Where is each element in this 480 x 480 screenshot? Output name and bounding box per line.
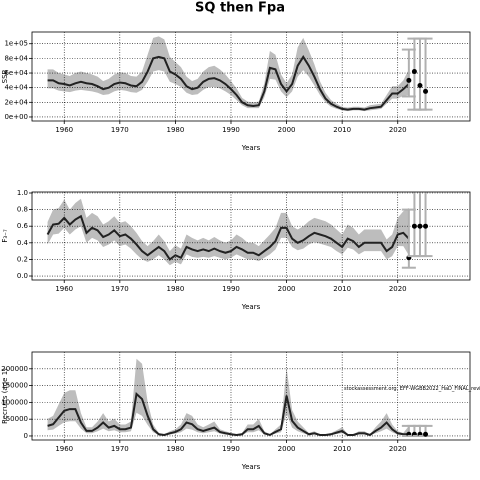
x-tick-label: 2010 [333, 285, 351, 293]
x-tick-label: 1980 [166, 126, 184, 134]
forecast-point [423, 431, 429, 437]
plot-area [32, 192, 470, 280]
y-tick-label: 0.2 [17, 255, 28, 263]
y-axis-label: F₃₋₇ [1, 229, 9, 243]
y-tick-label: 50000 [6, 415, 28, 423]
x-tick-label: 2010 [333, 126, 351, 134]
x-tick-label: 1970 [111, 285, 129, 293]
y-tick-label: 6e+04 [4, 69, 28, 77]
forecast-point [417, 82, 423, 88]
y-tick-label: 150000 [1, 382, 28, 390]
y-tick-label: 1.0 [17, 189, 28, 197]
plot-frame [31, 31, 471, 122]
y-tick-label: 100000 [1, 398, 28, 406]
confidence-band [47, 36, 409, 112]
y-tick-label: 8e+04 [4, 54, 28, 62]
plot-area [32, 352, 470, 440]
annotation: stockassessment.org, EFF-WGBB2022_HaD_FI… [344, 386, 480, 392]
x-tick-label: 1980 [166, 285, 184, 293]
y-axis-label: SSB [1, 69, 9, 83]
confidence-band [47, 358, 409, 436]
forecast-point [423, 223, 429, 229]
estimate-line [47, 392, 409, 437]
x-tick-label: 1960 [55, 126, 73, 134]
x-tick-label: 1970 [111, 445, 129, 453]
y-tick-label: 1e+05 [4, 40, 28, 48]
x-tick-label: 1990 [222, 126, 240, 134]
x-axis-label: Years [241, 463, 261, 471]
y-tick-label: 0e+00 [4, 113, 28, 121]
confidence-band [47, 198, 409, 266]
x-tick-label: 1960 [55, 285, 73, 293]
y-tick-label: 0 [24, 432, 28, 440]
y-tick-label: 0.4 [17, 239, 29, 247]
forecast-point [423, 88, 429, 94]
plot-frame [31, 351, 471, 441]
x-tick-label: 2020 [389, 445, 407, 453]
estimate-line [47, 55, 410, 111]
x-tick-label: 2000 [278, 445, 296, 453]
x-tick-label: 1990 [222, 445, 240, 453]
forecast-point [417, 223, 423, 229]
x-tick-label: 1960 [55, 445, 73, 453]
y-tick-label: 0.6 [17, 222, 29, 230]
x-tick-label: 2010 [333, 445, 351, 453]
plot-area [32, 32, 470, 121]
x-tick-label: 2000 [278, 126, 296, 134]
y-axis-label: Recruits (age 1) [1, 368, 9, 424]
plot-frame [31, 191, 471, 281]
estimate-line [46, 214, 410, 261]
x-tick-label: 1980 [166, 445, 184, 453]
y-tick-label: 2e+04 [4, 98, 28, 106]
x-tick-label: 2020 [389, 126, 407, 134]
x-axis-label: Years [241, 144, 261, 152]
y-tick-label: 4e+04 [4, 84, 28, 92]
x-tick-label: 1970 [111, 126, 129, 134]
y-tick-label: 200000 [1, 365, 28, 373]
x-tick-label: 1990 [222, 285, 240, 293]
forecast-point [411, 69, 417, 75]
forecast-point [411, 223, 417, 229]
x-axis-label: Years [241, 303, 261, 311]
y-tick-label: 0.0 [17, 272, 28, 280]
x-tick-label: 2000 [278, 285, 296, 293]
y-tick-label: 0.8 [17, 206, 28, 214]
forecast-point [406, 77, 412, 83]
figure-title: SQ then Fpa [195, 1, 285, 16]
x-tick-label: 2020 [389, 285, 407, 293]
